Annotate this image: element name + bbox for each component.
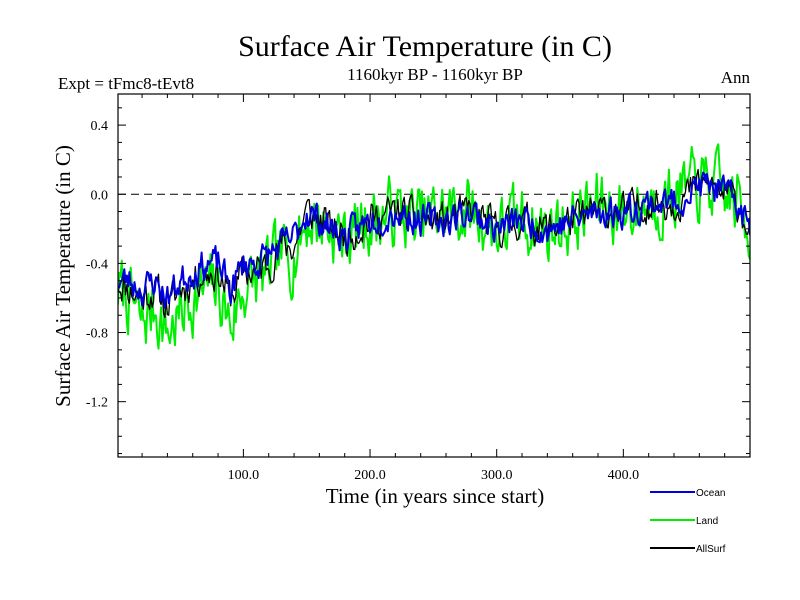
plot-frame xyxy=(117,93,751,458)
y-tick-label: -0.8 xyxy=(86,327,108,342)
series-line-ocean xyxy=(118,171,750,309)
legend-label-ocean: Ocean xyxy=(696,488,725,499)
experiment-label: Expt = tFmc8-tEvt8 xyxy=(58,74,194,93)
plot-data-layer xyxy=(118,143,750,350)
x-tick-label: 200.0 xyxy=(354,468,386,483)
series-line-allsurf xyxy=(118,168,750,319)
y-axis-label: Surface Air Temperature (in C) xyxy=(51,145,75,407)
legend-label-land: Land xyxy=(696,516,718,527)
legend-label-allsurf: AllSurf xyxy=(696,544,726,555)
period-label: 1160kyr BP - 1160kyr BP xyxy=(347,65,523,84)
y-tick-label: 0.4 xyxy=(91,119,109,134)
legend: Ocean Land AllSurf xyxy=(650,488,726,555)
x-axis-label: Time (in years since start) xyxy=(326,484,545,508)
chart-title: Surface Air Temperature (in C) xyxy=(238,30,612,63)
series-line-land xyxy=(118,143,750,350)
x-tick-label: 100.0 xyxy=(228,468,260,483)
x-tick-label: 300.0 xyxy=(481,468,513,483)
x-tick-label: 400.0 xyxy=(608,468,640,483)
axis-ticks: 0.4 0.0 -0.4 -0.8 -1.2 100.0 200.0 300.0 400.0 xyxy=(86,94,751,483)
y-tick-label: -1.2 xyxy=(86,396,108,411)
y-tick-label: 0.0 xyxy=(91,188,109,203)
season-label: Ann xyxy=(721,68,751,87)
y-tick-label: -0.4 xyxy=(86,257,108,272)
